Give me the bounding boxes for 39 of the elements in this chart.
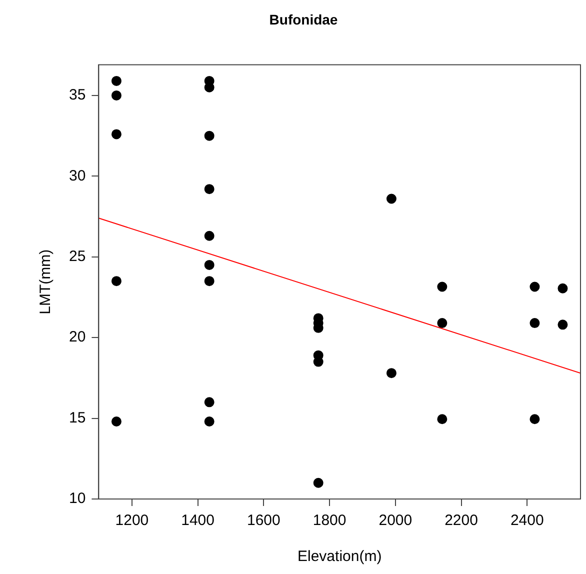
- y-tick-label: 35: [68, 86, 86, 104]
- point: [437, 282, 448, 292]
- point: [558, 283, 568, 294]
- point: [558, 320, 568, 330]
- x-tick-label: 2000: [378, 512, 412, 530]
- y-tick-label: 20: [68, 328, 86, 346]
- x-tick-label: 1400: [181, 512, 214, 530]
- point: [437, 318, 448, 328]
- x-tick-label: 2400: [510, 512, 544, 530]
- point: [204, 230, 214, 241]
- point: [111, 76, 122, 86]
- y-axis-title: LMT(mm): [37, 249, 54, 314]
- x-tick-label: 1600: [246, 512, 280, 530]
- point: [313, 478, 324, 488]
- point: [111, 416, 122, 427]
- point: [530, 318, 540, 328]
- x-axis-title: Elevation(m): [297, 548, 382, 566]
- point: [111, 129, 122, 140]
- point: [386, 194, 396, 204]
- point: [204, 416, 214, 427]
- y-tick-label: 15: [68, 409, 86, 426]
- point: [530, 282, 540, 292]
- point: [204, 184, 214, 194]
- y-tick-label: 30: [68, 167, 86, 184]
- y-tick-label: 25: [68, 248, 86, 266]
- point: [204, 397, 214, 408]
- point: [386, 368, 396, 378]
- x-tick-label: 2200: [444, 512, 478, 530]
- point: [437, 414, 448, 424]
- point: [111, 276, 122, 286]
- x-tick-label: 1200: [115, 512, 149, 530]
- point: [111, 90, 122, 100]
- point: [204, 130, 214, 141]
- point: [204, 276, 214, 286]
- y-tick-label: 10: [68, 490, 86, 508]
- point: [530, 414, 540, 424]
- x-tick-label: 1800: [312, 512, 346, 530]
- chart-title: Bufonidae: [269, 11, 338, 28]
- point: [204, 260, 214, 270]
